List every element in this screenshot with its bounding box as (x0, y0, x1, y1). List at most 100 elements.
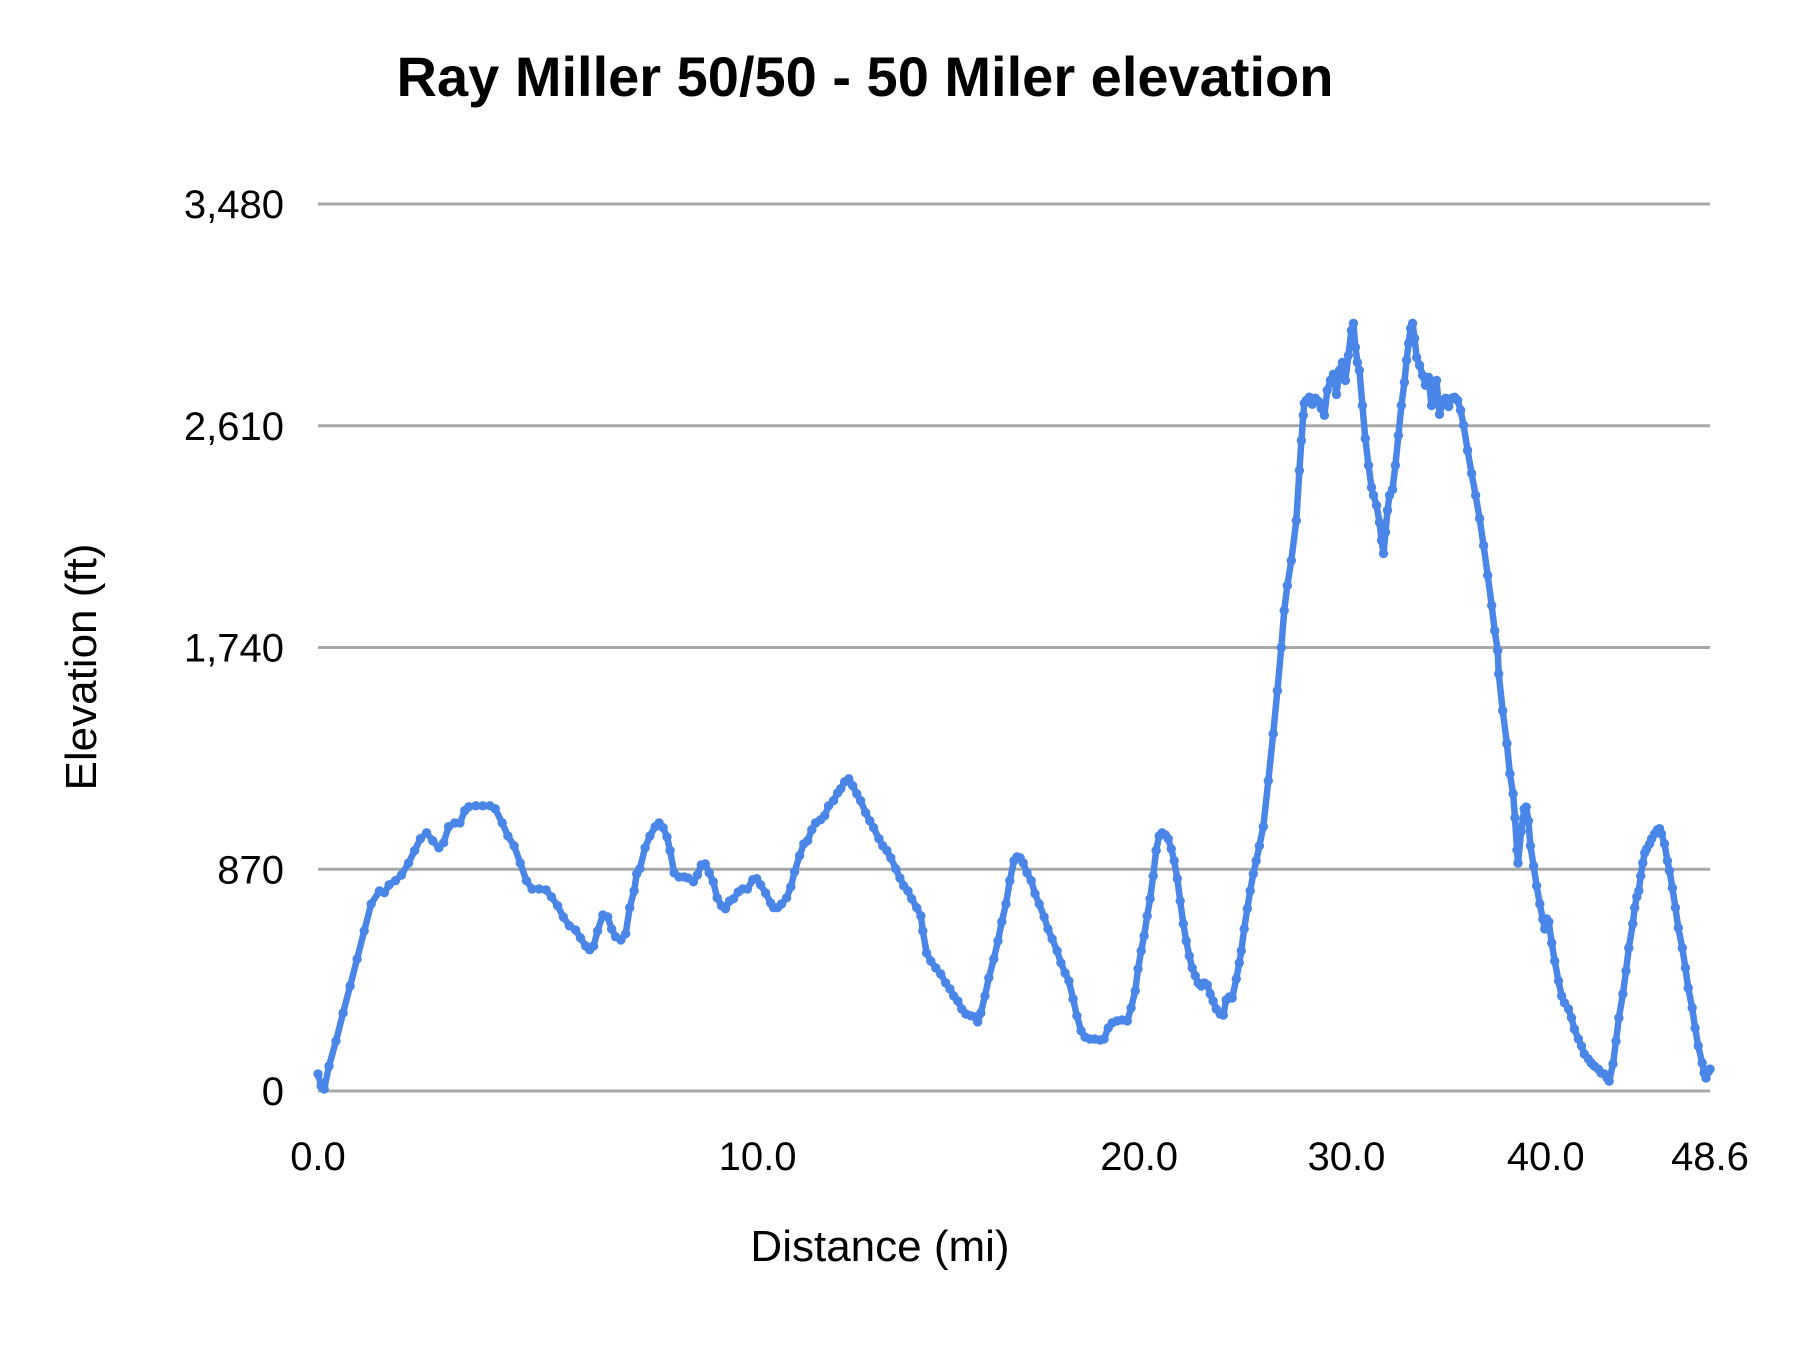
y-tick-label-2610: 2,610 (184, 405, 284, 449)
data-point-marker (1022, 868, 1032, 878)
data-point-marker (704, 868, 714, 878)
data-point-marker (1343, 350, 1354, 361)
data-point-marker (1677, 943, 1688, 953)
data-point-marker (1056, 958, 1066, 968)
data-point-marker (1374, 517, 1385, 528)
data-point-marker (428, 836, 438, 846)
x-tick-label-10.0: 10.0 (719, 1135, 797, 1179)
data-point-marker (1018, 858, 1028, 868)
data-point-marker (1516, 826, 1526, 836)
data-point-marker (1376, 535, 1387, 546)
data-point-marker (1187, 963, 1197, 973)
data-point-marker (760, 888, 771, 898)
data-point-marker (497, 818, 507, 828)
data-point-marker (1659, 839, 1670, 849)
data-point-marker (712, 893, 722, 903)
data-point-marker (1525, 841, 1536, 851)
data-point-marker (1205, 989, 1215, 999)
data-point-marker (1371, 500, 1382, 510)
data-point-marker (1393, 430, 1404, 441)
data-point-marker (1368, 490, 1379, 500)
data-point-marker (1528, 861, 1539, 871)
data-point-marker (692, 870, 703, 880)
data-point-marker (852, 789, 862, 799)
data-point-marker (1452, 395, 1463, 405)
data-point-marker (1064, 976, 1074, 986)
data-point-marker (921, 948, 932, 958)
data-point-marker (1319, 410, 1330, 420)
data-point-marker (1458, 420, 1469, 430)
data-point-marker (603, 912, 613, 922)
data-point-marker (1172, 874, 1183, 884)
data-point-marker (1662, 856, 1673, 866)
data-point-marker (1279, 605, 1289, 616)
data-point-marker (1202, 980, 1213, 990)
data-point-marker (1531, 881, 1542, 891)
data-point-marker (1547, 938, 1557, 948)
data-point-marker (918, 926, 928, 936)
data-point-marker (1683, 983, 1693, 993)
data-point-marker (1624, 943, 1634, 953)
data-point-marker (1245, 886, 1255, 896)
data-point-marker (720, 904, 731, 914)
data-point-marker (1566, 1013, 1577, 1023)
data-point-marker (1474, 513, 1485, 524)
data-point-marker (945, 984, 955, 994)
data-point-marker (786, 882, 796, 892)
data-point-marker (1126, 1003, 1136, 1013)
data-point-marker (410, 845, 420, 856)
x-tick-label-48.6: 48.6 (1671, 1135, 1749, 1179)
data-point-marker (1360, 433, 1371, 444)
data-point-marker (1621, 966, 1631, 976)
data-point-marker (916, 911, 926, 921)
data-point-marker (1181, 936, 1191, 946)
data-point-marker (1401, 355, 1412, 365)
data-point-marker (802, 836, 813, 846)
data-point-marker (936, 969, 946, 979)
data-point-marker (1286, 555, 1297, 566)
data-point-marker (973, 1017, 983, 1027)
data-point-marker (1354, 365, 1365, 376)
data-point-marker (1550, 956, 1560, 966)
data-point-marker (688, 877, 699, 887)
data-point-marker (1145, 894, 1155, 904)
data-point-marker (1687, 1003, 1697, 1013)
data-point-marker (1340, 375, 1351, 386)
data-point-marker (345, 981, 355, 991)
data-point-marker (1636, 871, 1646, 881)
data-point-marker (1060, 968, 1070, 978)
data-point-marker (1043, 924, 1053, 934)
data-point-marker (1133, 964, 1143, 974)
data-point-marker (984, 973, 994, 983)
data-point-marker (755, 880, 766, 890)
data-point-marker (1130, 986, 1141, 996)
data-point-marker (1268, 729, 1278, 739)
data-point-marker (1169, 856, 1179, 866)
data-point-marker (471, 801, 481, 811)
data-point-marker (1313, 396, 1324, 406)
data-point-marker (592, 926, 603, 936)
data-point-marker (1298, 410, 1309, 420)
data-point-marker (1034, 899, 1044, 909)
data-point-marker (993, 936, 1003, 946)
data-point-marker (552, 901, 563, 911)
data-point-marker (1508, 789, 1518, 799)
data-point-marker (1258, 822, 1269, 832)
data-point-marker (338, 1008, 348, 1018)
data-point-marker (359, 926, 369, 936)
data-point-marker (1409, 333, 1420, 343)
data-point-marker (645, 831, 655, 841)
data-point-marker (1380, 527, 1391, 537)
data-point-marker (1502, 738, 1512, 749)
data-point-marker (1611, 1036, 1621, 1046)
data-point-marker (1638, 858, 1648, 868)
data-point-marker (527, 884, 537, 894)
x-tick-label-20.0: 20.0 (1100, 1135, 1178, 1179)
data-point-marker (1576, 1041, 1587, 1051)
data-point-marker (415, 834, 426, 844)
data-point-marker (1705, 1064, 1715, 1074)
data-point-marker (1614, 1013, 1624, 1023)
data-point-marker (421, 828, 432, 838)
x-axis-title: Distance (mi) (750, 1222, 1010, 1271)
data-point-marker (665, 845, 675, 856)
